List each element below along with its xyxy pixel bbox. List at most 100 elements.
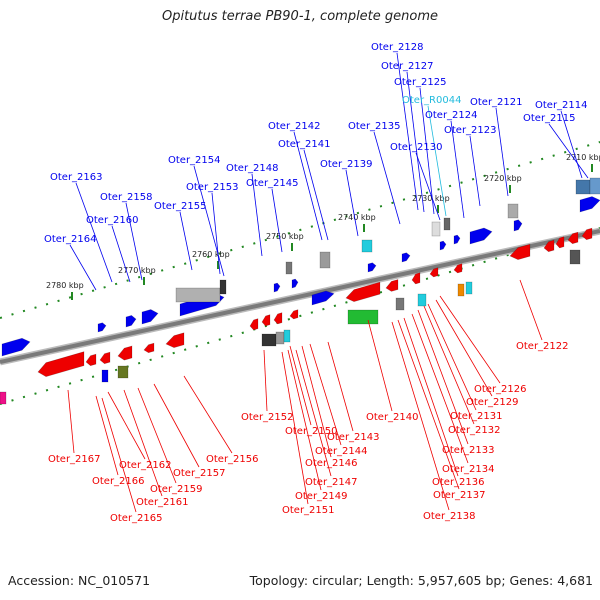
- gene-leader-line: [303, 149, 329, 241]
- gene-leader-line: [415, 152, 441, 221]
- gene-label-bottom: Oter_2144: [315, 446, 368, 457]
- tick-label: 2730 kbp: [412, 194, 450, 203]
- green-feature-box: [347, 309, 379, 325]
- gene-label-top: Oter_2145: [246, 178, 299, 189]
- reverse-gene-arrow: [567, 231, 579, 245]
- gene-leader-line: [548, 123, 589, 179]
- gene-label-bottom: Oter_2129: [466, 397, 519, 408]
- gene-leader-line: [123, 389, 163, 497]
- gene-leader-line: [263, 349, 268, 412]
- reverse-gene-arrow: [411, 272, 421, 285]
- rna-feature-box: [361, 239, 373, 253]
- gene-label-bottom: Oter_2147: [305, 477, 358, 488]
- gene-label-top: Oter_2135: [348, 121, 401, 132]
- gene-label-bottom: Oter_2151: [282, 505, 335, 516]
- gene-leader-line: [183, 375, 233, 454]
- gene-label-top: Oter_2153: [186, 182, 239, 193]
- feature-box: [395, 297, 405, 311]
- gene-label-top: Oter_2158: [100, 192, 153, 203]
- gene-label-bottom: Oter_2152: [241, 412, 294, 423]
- gene-leader-line: [345, 169, 359, 237]
- rna-feature-box: [417, 293, 427, 307]
- gene-leader-line: [367, 319, 393, 412]
- gene-leader-line: [419, 87, 435, 215]
- feature-box: [285, 261, 293, 275]
- gene-leader-line: [271, 188, 283, 253]
- gene-label-top: Oter_2141: [278, 139, 331, 150]
- gene-label-top: Oter_2154: [168, 155, 221, 166]
- gene-leader-line: [327, 341, 354, 432]
- gene-label-top: Oter_2148: [226, 163, 279, 174]
- feature-box: [0, 391, 7, 405]
- tick-label: 2760 kbp: [192, 250, 230, 259]
- gene-leader-line: [281, 351, 309, 505]
- gene-label-top: Oter_2130: [390, 142, 443, 153]
- gene-label-bottom: Oter_2146: [305, 458, 358, 469]
- reverse-gene-arrow: [261, 314, 271, 327]
- gene-leader-line: [101, 397, 137, 513]
- gene-leader-line: [439, 295, 501, 384]
- feature-box: [457, 283, 465, 297]
- forward-gene-arrow: [291, 278, 299, 289]
- tick-label: 2710 kbp: [566, 153, 600, 162]
- gene-label-top: Oter_2163: [50, 172, 103, 183]
- rna-feature-box: [283, 329, 291, 343]
- gene-leader-line: [153, 383, 200, 468]
- forward-gene-arrow: [513, 219, 523, 232]
- gene-label-top: Oter_2115: [523, 113, 576, 124]
- reverse-gene-arrow: [429, 267, 439, 278]
- reverse-gene-arrow: [543, 239, 555, 253]
- gene-label-bottom: Oter_2126: [474, 384, 527, 395]
- gene-label-bottom: Oter_2159: [150, 484, 203, 495]
- gene-label-top: Oter_2164: [44, 234, 97, 245]
- reverse-gene-arrow: [385, 279, 399, 292]
- reverse-gene-arrow: [249, 318, 259, 331]
- gene-label-top: Oter_2124: [425, 110, 478, 121]
- gene-label-top: Oter_2125: [394, 77, 447, 88]
- gene-label-bottom: Oter_2122: [516, 341, 569, 352]
- gene-leader-line: [423, 305, 475, 425]
- gene-leader-line: [406, 71, 425, 213]
- gene-leader-line: [69, 244, 97, 291]
- gene-label-bottom: Oter_2133: [442, 445, 495, 456]
- gene-label-bottom: Oter_2150: [285, 426, 338, 437]
- gene-leader-line: [417, 309, 469, 445]
- gene-leader-line: [251, 173, 263, 257]
- gene-label-top: Oter_2127: [381, 61, 434, 72]
- reverse-gene-arrow: [345, 281, 381, 302]
- gene-leader-line: [427, 105, 447, 217]
- gene-leader-line: [111, 225, 131, 283]
- gene-label-top: Oter_2139: [320, 159, 373, 170]
- reverse-gene-arrow: [143, 342, 155, 354]
- reverse-gene-arrow: [555, 236, 565, 249]
- gene-label-bottom: Oter_2137: [433, 490, 486, 501]
- gene-leader-line: [295, 349, 332, 477]
- forward-gene-arrow: [401, 252, 411, 263]
- reverse-gene-arrow: [117, 345, 133, 361]
- forward-gene-arrow: [1, 337, 31, 357]
- feature-box: [319, 251, 331, 269]
- gene-leader-line: [75, 182, 113, 283]
- dotted-guide-line: [0, 141, 600, 319]
- feature-box: [275, 331, 285, 345]
- gene-leader-line: [289, 345, 312, 426]
- reverse-gene-arrow: [581, 227, 593, 241]
- gene-label-bottom: Oter_2131: [450, 411, 503, 422]
- accession-text: Accession: NC_010571: [8, 573, 151, 588]
- reverse-gene-arrow: [509, 243, 531, 260]
- gene-label-bottom: Oter_2132: [448, 425, 501, 436]
- tick-label: 2780 kbp: [46, 281, 84, 290]
- feature-box: [569, 249, 581, 265]
- gene-leader-line: [287, 349, 322, 491]
- forward-gene-arrow: [439, 240, 447, 251]
- gene-leader-line: [396, 52, 419, 211]
- feature-box: [575, 179, 591, 195]
- forward-gene-arrow: [97, 322, 107, 333]
- forward-gene-arrow: [453, 234, 461, 245]
- tick-label: 2750 kbp: [266, 232, 304, 241]
- tick-label: 2770 kbp: [118, 266, 156, 275]
- gene-label-bottom: Oter_2162: [119, 460, 172, 471]
- gene-leader-line: [67, 389, 75, 454]
- reverse-gene-arrow: [273, 312, 283, 325]
- gene-label-top: Oter_2114: [535, 100, 588, 111]
